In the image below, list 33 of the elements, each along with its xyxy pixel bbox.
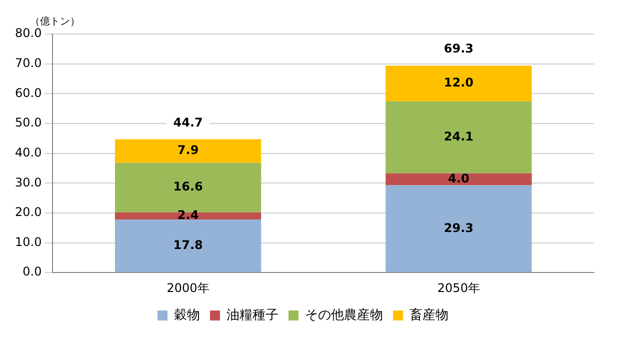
data-label: 29.3 xyxy=(444,220,474,235)
data-label: 12.0 xyxy=(444,76,474,90)
y-tick-label: 0.0 xyxy=(22,264,42,279)
data-label: 4.0 xyxy=(448,171,470,186)
y-tick-label: 80.0 xyxy=(15,26,42,40)
data-label: 7.9 xyxy=(177,143,199,158)
data-label: 17.8 xyxy=(173,238,203,252)
total-label: 69.3 xyxy=(444,42,474,56)
bar xyxy=(114,220,262,272)
y-tick-label: 10.0 xyxy=(15,234,42,249)
data-label: 2.4 xyxy=(177,208,199,222)
y-tick-label: 20.0 xyxy=(15,205,42,220)
y-tick-label: 30.0 xyxy=(15,175,42,190)
legend-label: 穀物 xyxy=(174,308,200,323)
y-tick-label: 70.0 xyxy=(15,56,42,70)
y-tick-label: 50.0 xyxy=(15,116,42,130)
total-label: 44.7 xyxy=(173,115,203,130)
legend-label: その他農産物 xyxy=(305,306,383,323)
data-label: 24.1 xyxy=(444,129,474,144)
bar xyxy=(114,212,262,220)
legend-label: 油糧種子 xyxy=(226,308,278,323)
bar xyxy=(386,66,532,102)
bar xyxy=(386,185,532,272)
legend-label: 畜産物 xyxy=(410,306,448,323)
y-tick-label: 60.0 xyxy=(15,86,42,100)
data-label: 16.6 xyxy=(173,180,203,194)
bar xyxy=(386,101,532,174)
bar xyxy=(386,173,532,186)
x-tick-label: 2000年 xyxy=(166,280,210,295)
y-axis-title: （億トン） xyxy=(30,16,80,28)
x-tick-label: 2050年 xyxy=(437,280,480,295)
bar xyxy=(114,139,262,163)
y-tick-label: 40.0 xyxy=(15,145,42,160)
